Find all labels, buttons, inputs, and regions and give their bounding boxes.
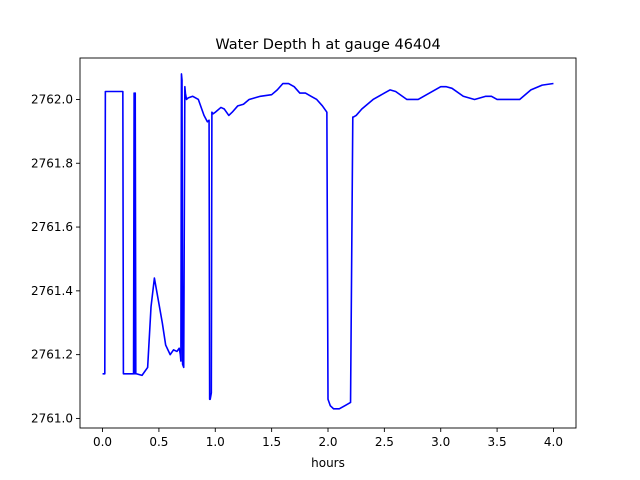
x-tick-label: 1.5 [262,435,281,449]
y-tick-label: 2761.2 [31,348,73,362]
x-tick-label: 0.0 [93,435,112,449]
x-tick-label: 3.5 [488,435,507,449]
y-tick-label: 2761.6 [31,220,73,234]
x-tick-label: 0.5 [149,435,168,449]
y-tick-label: 2761.0 [31,411,73,425]
x-tick-label: 3.0 [431,435,450,449]
series-line [102,73,554,410]
x-axis-label: hours [311,456,345,470]
y-tick-label: 2761.4 [31,284,73,298]
x-tick-label: 1.0 [206,435,225,449]
x-axis: 0.0 0.5 1.0 1.5 2.0 2.5 3.0 3.5 4.0 [93,428,563,449]
chart-title: Water Depth h at gauge 46404 [215,37,440,53]
x-tick-label: 2.5 [375,435,394,449]
x-tick-label: 2.0 [318,435,337,449]
y-tick-label: 2762.0 [31,92,73,106]
y-tick-label: 2761.8 [31,156,73,170]
plot-frame [79,57,577,429]
y-axis: 2761.0 2761.2 2761.4 2761.6 2761.8 2762.0 [31,92,80,425]
x-tick-label: 4.0 [544,435,563,449]
